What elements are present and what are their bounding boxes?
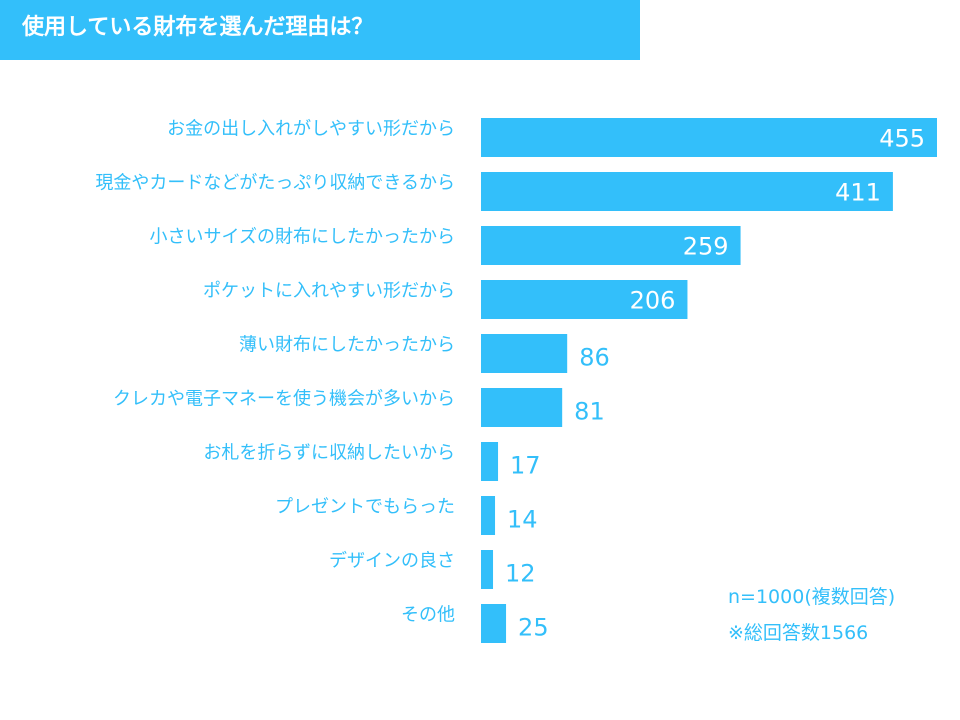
value-label: 259 [683,233,729,261]
value-label: 411 [835,179,881,207]
value-label: 12 [505,560,536,588]
page-title: 使用している財布を選んだ理由は？ [22,15,374,40]
value-label: 25 [518,614,549,642]
category-label: 薄い財布にしたかったから [239,335,455,356]
value-label: 206 [630,287,676,315]
category-label: デザインの良さ [329,551,455,572]
value-label: 86 [579,344,610,372]
total-responses-note: ※総回答数1566 [728,622,869,644]
value-label: 81 [574,398,605,426]
category-label: 現金やカードなどがたっぷり収納できるから [95,173,455,194]
value-label: 17 [510,452,541,480]
bar [481,334,568,373]
category-label: ポケットに入れやすい形だから [203,281,455,302]
bar [481,118,937,157]
title-banner: 使用している財布を選んだ理由は？ [0,0,640,60]
sample-size-note: n=1000(複数回答) [728,586,896,608]
bar [481,442,499,481]
category-label: プレゼントでもらった [275,497,455,518]
bar [481,172,893,211]
bar [481,280,688,319]
bar [481,226,741,265]
category-label: 小さいサイズの財布にしたかったから [150,227,455,248]
category-label: お札を折らずに収納したいから [203,443,455,464]
value-label: 14 [507,506,538,534]
bar [481,550,494,589]
category-label: クレカや電子マネーを使う機会が多いから [113,389,455,410]
bar [481,388,563,427]
value-label: 455 [879,125,925,153]
bar [481,496,496,535]
bar [481,604,507,643]
category-label: お金の出し入れがしやすい形だから [167,119,455,140]
category-label: その他 [401,605,455,626]
